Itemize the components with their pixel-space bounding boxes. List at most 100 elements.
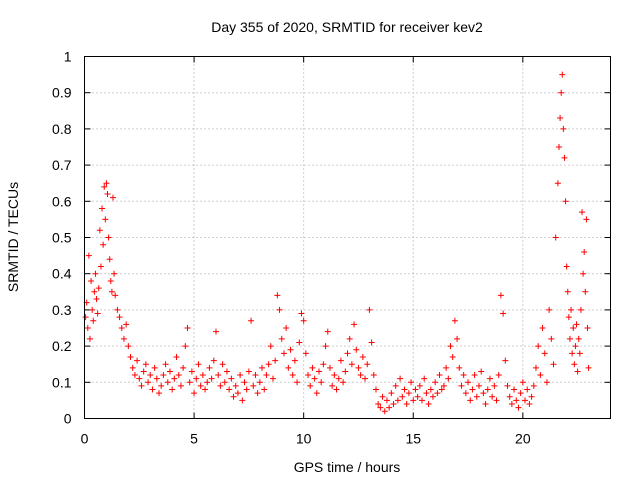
data-point (375, 401, 382, 408)
data-point (436, 372, 443, 379)
data-point (318, 379, 325, 386)
data-point (493, 397, 500, 404)
data-point (471, 372, 478, 379)
data-point (108, 288, 115, 295)
data-point (362, 375, 369, 382)
data-point (116, 314, 123, 321)
data-point (568, 306, 575, 313)
data-point (394, 397, 401, 404)
y-tick-label: 0.1 (52, 374, 72, 390)
data-point (162, 361, 169, 368)
data-point (287, 346, 294, 353)
data-point (451, 317, 458, 324)
data-point (153, 375, 160, 382)
data-point (390, 401, 397, 408)
data-point (109, 194, 116, 201)
data-point (243, 386, 250, 393)
data-point (221, 379, 228, 386)
data-point (142, 361, 149, 368)
data-point (555, 144, 562, 150)
data-point (93, 296, 100, 303)
data-point (346, 335, 353, 342)
data-point (355, 364, 362, 371)
y-tick-label: 0.3 (52, 302, 72, 318)
data-point (199, 372, 206, 379)
data-point (213, 328, 219, 335)
data-point (565, 314, 572, 321)
data-point (197, 382, 204, 389)
data-point (267, 343, 274, 350)
data-point (156, 390, 163, 397)
data-point (313, 390, 320, 397)
data-point (353, 346, 360, 353)
data-point (151, 364, 158, 371)
data-point (410, 397, 417, 404)
data-point (344, 350, 351, 357)
data-point (348, 361, 355, 368)
data-point (230, 393, 237, 400)
data-point (111, 270, 118, 277)
data-point (210, 357, 217, 364)
data-point (329, 382, 336, 389)
data-point (432, 379, 439, 386)
data-point (554, 180, 561, 187)
y-axis-title: SRMTID / TECUs (5, 182, 21, 292)
plot-frame (84, 56, 611, 419)
data-point (372, 386, 379, 393)
data-point (127, 353, 134, 360)
data-point (381, 408, 388, 415)
data-point (434, 390, 441, 397)
data-point (169, 386, 176, 393)
data-point (195, 361, 202, 368)
data-point (335, 375, 342, 382)
data-point (465, 379, 472, 386)
data-point (467, 397, 474, 404)
data-point (322, 343, 329, 350)
data-point (497, 292, 504, 299)
data-point (103, 180, 110, 187)
data-point (489, 393, 496, 400)
data-point (359, 353, 366, 360)
data-point (166, 368, 173, 375)
y-tick-label: 0.7 (52, 157, 72, 173)
data-point (291, 357, 298, 364)
data-point (274, 292, 281, 299)
data-point (564, 288, 571, 295)
data-point (101, 183, 108, 190)
data-point (120, 335, 127, 342)
data-point (526, 401, 533, 408)
data-point (85, 252, 92, 259)
data-point (530, 382, 537, 389)
data-point (296, 339, 303, 346)
data-point (577, 306, 584, 313)
data-point (502, 357, 509, 364)
data-point (147, 372, 154, 379)
data-point (383, 397, 390, 404)
data-point (405, 390, 412, 397)
data-point (305, 372, 312, 379)
data-point (532, 364, 539, 371)
data-point (164, 379, 171, 386)
data-point (500, 310, 507, 317)
data-point (104, 191, 111, 198)
data-point (440, 382, 447, 389)
data-point (480, 390, 487, 397)
data-point (550, 361, 557, 368)
data-point (379, 393, 386, 400)
data-point (443, 364, 450, 371)
data-point (232, 382, 239, 389)
data-point (118, 325, 125, 331)
x-tick-label: 0 (81, 431, 89, 447)
data-point (403, 401, 410, 408)
data-point (259, 364, 266, 371)
data-point (283, 325, 290, 331)
data-point (416, 382, 423, 389)
data-point (570, 325, 577, 331)
data-point (476, 382, 482, 389)
data-point (100, 241, 107, 248)
data-point (136, 375, 143, 382)
data-point (511, 386, 518, 393)
data-point (583, 216, 590, 223)
data-point (131, 372, 138, 379)
